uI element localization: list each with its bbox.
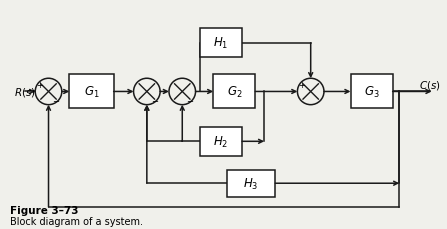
Bar bbox=[69, 75, 114, 109]
Bar bbox=[227, 170, 275, 197]
Text: −: − bbox=[52, 97, 59, 106]
Text: $G_1$: $G_1$ bbox=[84, 85, 99, 100]
Text: +: + bbox=[298, 80, 305, 89]
Text: $H_2$: $H_2$ bbox=[213, 134, 229, 149]
Text: $G_3$: $G_3$ bbox=[364, 85, 380, 100]
Text: $G_2$: $G_2$ bbox=[227, 85, 242, 100]
Text: Block diagram of a system.: Block diagram of a system. bbox=[9, 216, 143, 226]
Text: +: + bbox=[36, 80, 43, 89]
Text: −: − bbox=[151, 97, 158, 106]
Text: $R(s)$: $R(s)$ bbox=[14, 86, 36, 98]
Text: Figure 3–73: Figure 3–73 bbox=[9, 205, 78, 215]
Text: $H_3$: $H_3$ bbox=[243, 176, 259, 191]
Bar bbox=[213, 75, 255, 109]
Bar bbox=[200, 29, 242, 58]
Text: −: − bbox=[186, 97, 193, 106]
Text: $C(s)$: $C(s)$ bbox=[419, 79, 441, 92]
Text: $H_1$: $H_1$ bbox=[213, 36, 229, 51]
Bar bbox=[350, 75, 392, 109]
Bar bbox=[200, 127, 242, 156]
